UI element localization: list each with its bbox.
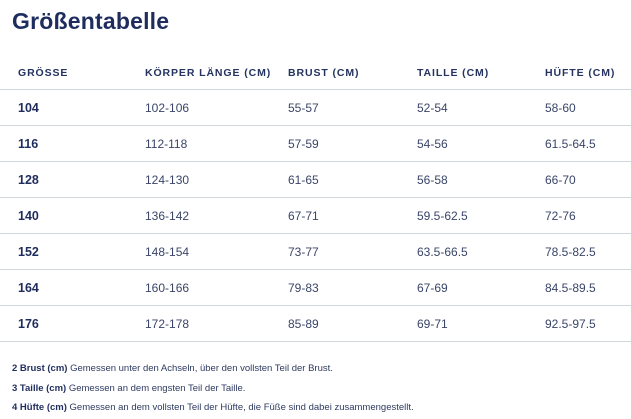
waist-cell: 56-58 [417,161,545,198]
body-length-cell: 172-178 [145,305,288,342]
body-length-cell: 148-154 [145,233,288,270]
note-label: 3 Taille (cm) [12,382,67,394]
table-row: 104 102-106 55-57 52-54 58-60 [0,89,631,126]
body-length-cell: 136-142 [145,197,288,234]
hip-cell: 58-60 [545,89,631,126]
size-cell: 152 [0,233,145,270]
hip-cell: 72-76 [545,197,631,234]
note-text: Gemessen an dem vollsten Teil der Hüfte,… [66,402,414,413]
note-waist: 3 Taille (cm) Gemessen an dem engsten Te… [12,379,414,399]
header-waist: TAILLE (CM) [417,56,545,90]
table-row: 128 124-130 61-65 56-58 66-70 [0,161,631,198]
chest-cell: 73-77 [288,233,417,270]
note-label: 4 Hüfte (cm) [12,402,67,413]
chest-cell: 55-57 [288,89,417,126]
table-row: 176 172-178 85-89 69-71 92.5-97.5 [0,305,631,342]
header-size: GRÖSSE [0,56,145,90]
page-title: Größentabelle [12,8,170,34]
size-chart-table: GRÖSSE KÖRPER LÄNGE (CM) BRUST (CM) TAIL… [0,56,631,342]
chest-cell: 57-59 [288,125,417,162]
body-length-cell: 160-166 [145,269,288,306]
chest-cell: 61-65 [288,161,417,198]
body-length-cell: 124-130 [145,161,288,198]
header-body-length: KÖRPER LÄNGE (CM) [145,56,288,90]
note-hip: 4 Hüfte (cm) Gemessen an dem vollsten Te… [12,398,414,418]
waist-cell: 67-69 [417,269,545,306]
body-length-cell: 102-106 [145,89,288,126]
size-cell: 104 [0,89,145,126]
size-cell: 128 [0,161,145,198]
chest-cell: 79-83 [288,269,417,306]
table-row: 140 136-142 67-71 59.5-62.5 72-76 [0,197,631,234]
hip-cell: 92.5-97.5 [545,305,631,342]
hip-cell: 78.5-82.5 [545,233,631,270]
waist-cell: 63.5-66.5 [417,233,545,270]
table-header-row: GRÖSSE KÖRPER LÄNGE (CM) BRUST (CM) TAIL… [0,56,631,90]
table-row: 164 160-166 79-83 67-69 84.5-89.5 [0,269,631,306]
note-text: Gemessen an dem engsten Teil der Taille. [66,382,246,394]
waist-cell: 54-56 [417,125,545,162]
size-cell: 176 [0,305,145,342]
table-row: 152 148-154 73-77 63.5-66.5 78.5-82.5 [0,233,631,270]
table-row: 116 112-118 57-59 54-56 61.5-64.5 [0,125,631,162]
body-length-cell: 112-118 [145,125,288,162]
waist-cell: 59.5-62.5 [417,197,545,234]
waist-cell: 69-71 [417,305,545,342]
header-chest: BRUST (CM) [288,56,417,90]
size-cell: 164 [0,269,145,306]
hip-cell: 61.5-64.5 [545,125,631,162]
hip-cell: 66-70 [545,161,631,198]
note-label: 2 Brust (cm) [12,363,68,374]
waist-cell: 52-54 [417,89,545,126]
measurement-notes: 2 Brust (cm) Gemessen unter den Achseln,… [12,359,414,418]
chest-cell: 85-89 [288,305,417,342]
header-hip: HÜFTE (CM) [545,56,631,90]
size-cell: 140 [0,197,145,234]
chest-cell: 67-71 [288,197,417,234]
note-text: Gemessen unter den Achseln, über den vol… [67,363,333,374]
hip-cell: 84.5-89.5 [545,269,631,306]
note-chest: 2 Brust (cm) Gemessen unter den Achseln,… [12,359,414,379]
size-cell: 116 [0,125,145,162]
